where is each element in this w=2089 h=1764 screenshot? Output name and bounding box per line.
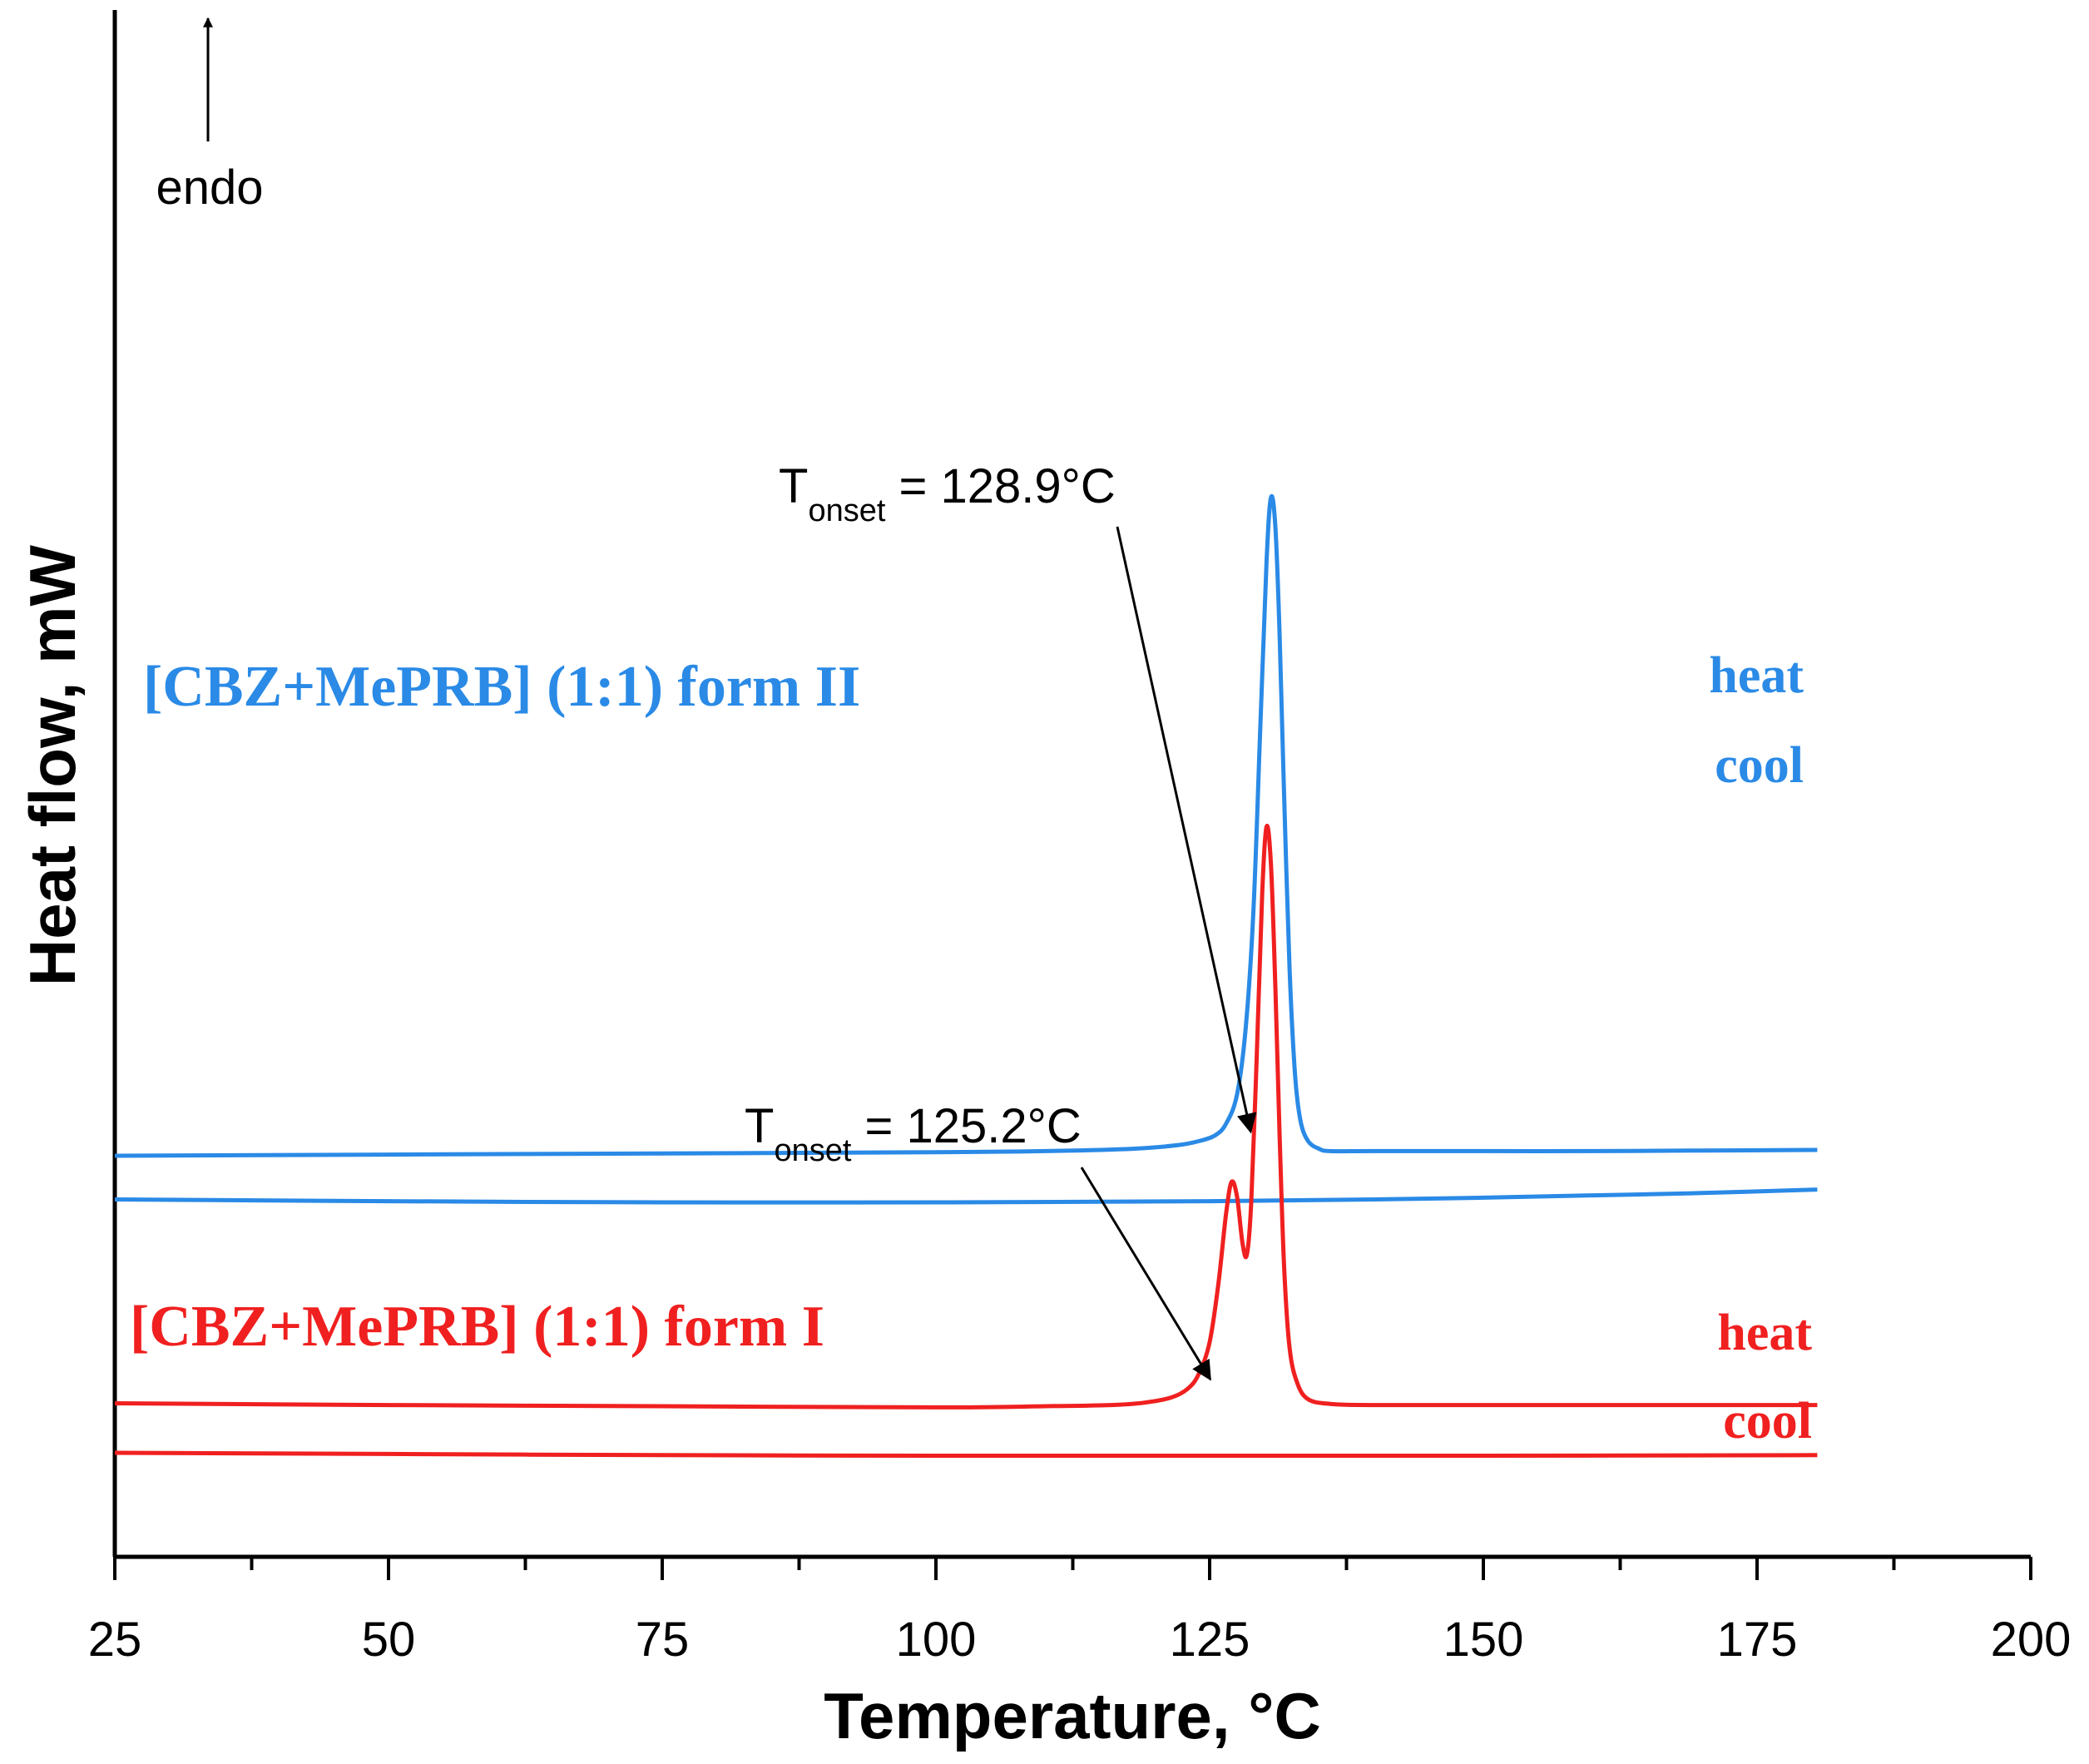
x-tick-label: 100 (896, 1613, 977, 1667)
x-tick-label: 150 (1443, 1613, 1524, 1667)
label-form-ii: [CBZ+MePRB] (1:1) form II (143, 655, 860, 719)
endo-label: endo (156, 161, 263, 215)
svg-text:Tonset = 125.2°C: Tonset = 125.2°C (745, 1099, 1082, 1168)
x-tick-label: 125 (1170, 1613, 1250, 1667)
onset-sub-form-i: onset (774, 1133, 851, 1168)
onset-value-form-i: = 125.2°C (851, 1099, 1081, 1153)
x-tick-label: 75 (636, 1613, 690, 1667)
label-form-ii-cool: cool (1715, 737, 1804, 794)
onset-annotation-form-i: Tonset = 125.2°C (745, 1099, 1211, 1381)
x-tick-label: 50 (362, 1613, 416, 1667)
x-tick-label: 200 (1991, 1613, 2072, 1667)
onset-arrow-form-ii (1116, 526, 1257, 1134)
onset-t-form-ii: T (779, 459, 808, 513)
x-axis-title: Temperature, °C (824, 1679, 1321, 1752)
curves (114, 493, 1818, 1459)
onset-value-form-ii: = 128.9°C (885, 459, 1115, 513)
onset-sub-form-ii: onset (808, 493, 885, 528)
onset-arrow-form-i (1080, 1167, 1211, 1381)
label-form-i-cool: cool (1723, 1393, 1812, 1449)
curve-form-i-heat (114, 823, 1818, 1410)
curve-form-ii-heat (114, 493, 1818, 1158)
onset-annotation-form-ii: Tonset = 128.9°C (779, 459, 1257, 1134)
label-form-i-heat: heat (1717, 1305, 1812, 1361)
label-form-ii-heat: heat (1709, 647, 1804, 704)
y-axis-title: Heat flow, mW (16, 545, 89, 986)
x-axis-ticks (113, 1557, 2032, 1580)
onset-t-form-i: T (745, 1099, 774, 1153)
x-axis-tick-labels: 25 50 75 100 125 150 175 200 (88, 1613, 2072, 1667)
x-tick-label: 25 (88, 1613, 142, 1667)
label-form-i: [CBZ+MePRB] (1:1) form I (130, 1295, 824, 1359)
x-tick-label: 175 (1717, 1613, 1798, 1667)
curve-form-i-cool (114, 1450, 1818, 1459)
curve-form-ii-cool (114, 1187, 1818, 1205)
svg-text:Tonset = 128.9°C: Tonset = 128.9°C (779, 459, 1116, 528)
